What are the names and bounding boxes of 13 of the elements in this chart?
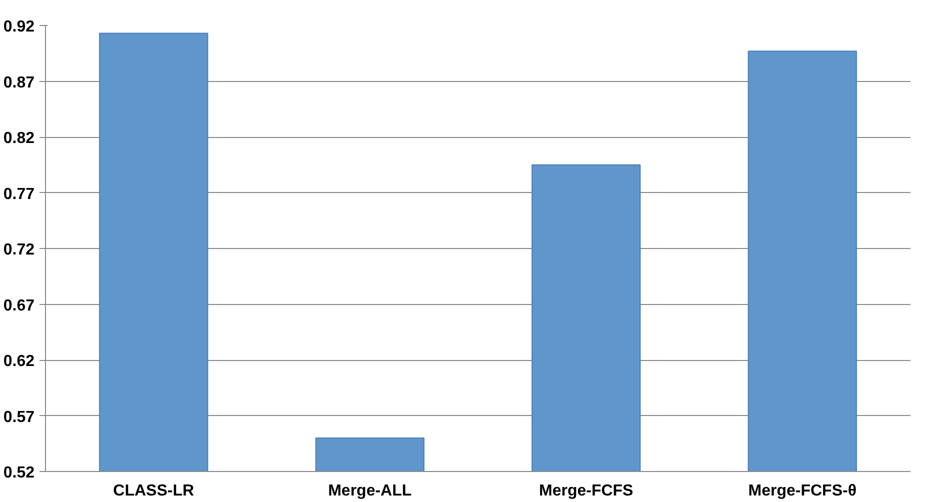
x-tick-label: Merge-FCFS [539,482,634,500]
y-tick-label: 0.92 [3,18,35,36]
y-tick-label: 0.57 [3,408,35,426]
y-tick-label: 0.87 [3,74,35,92]
y-tick-label: 0.77 [3,186,35,203]
x-tick-label: Merge-ALL [328,482,412,500]
y-tick-label: 0.62 [3,353,35,370]
x-tick-label: CLASS-LR [113,482,195,500]
y-tick-label: 0.72 [3,242,35,258]
y-tick-label: 0.82 [3,130,35,147]
y-tick-label: 0.67 [3,297,35,314]
y-tick-label: 0.52 [3,464,35,482]
x-tick-label: Merge-FCFS-θ [748,482,856,500]
